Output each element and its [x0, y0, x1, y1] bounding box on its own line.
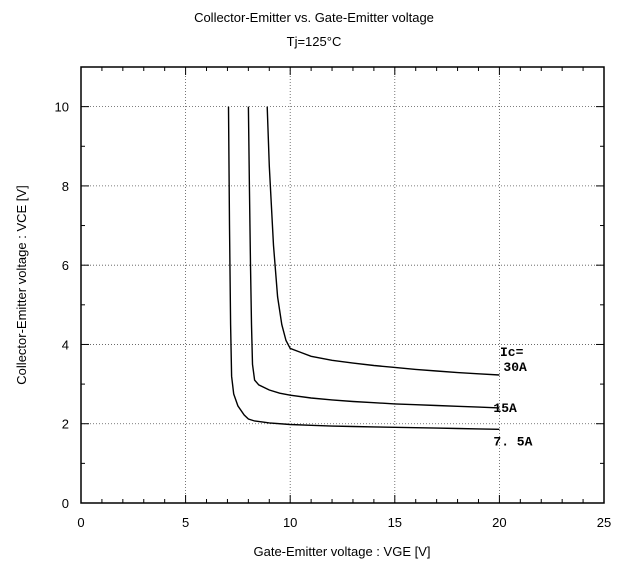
series-label: 15A — [493, 401, 517, 416]
x-tick-label: 10 — [283, 515, 297, 530]
plot-frame — [80, 66, 605, 504]
legend-header: Ic= — [500, 345, 524, 360]
y-tick-label: 10 — [55, 100, 69, 115]
series-label: 7. 5A — [493, 434, 532, 449]
x-axis-label: Gate-Emitter voltage : VGE [V] — [253, 544, 430, 559]
chart-subtitle: Tj=125°C — [287, 34, 342, 49]
series-line — [247, 106, 500, 409]
series-label: 30A — [503, 360, 527, 375]
x-tick-labels: 0 5 10 15 20 25 — [77, 515, 611, 530]
y-tick-label: 2 — [62, 417, 69, 432]
y-tick-label: 4 — [62, 337, 69, 352]
y-axis-label: Collector-Emitter voltage : VCE [V] — [14, 185, 29, 384]
y-tick-label: 6 — [62, 258, 69, 273]
series-line — [227, 106, 500, 430]
x-tick-label: 0 — [77, 515, 84, 530]
y-tick-label: 8 — [62, 179, 69, 194]
x-tick-label: 25 — [597, 515, 611, 530]
x-tick-label: 20 — [492, 515, 506, 530]
x-tick-label: 15 — [388, 515, 402, 530]
y-tick-label: 0 — [62, 496, 69, 511]
series-labels: 30A 15A 7. 5A — [493, 360, 532, 449]
series-line — [266, 106, 500, 376]
y-tick-labels: 0 2 4 6 8 10 — [55, 100, 69, 511]
chart-title: Collector-Emitter vs. Gate-Emitter volta… — [194, 10, 434, 25]
series-lines — [227, 106, 500, 430]
x-tick-label: 5 — [182, 515, 189, 530]
grid-lines — [81, 67, 604, 503]
